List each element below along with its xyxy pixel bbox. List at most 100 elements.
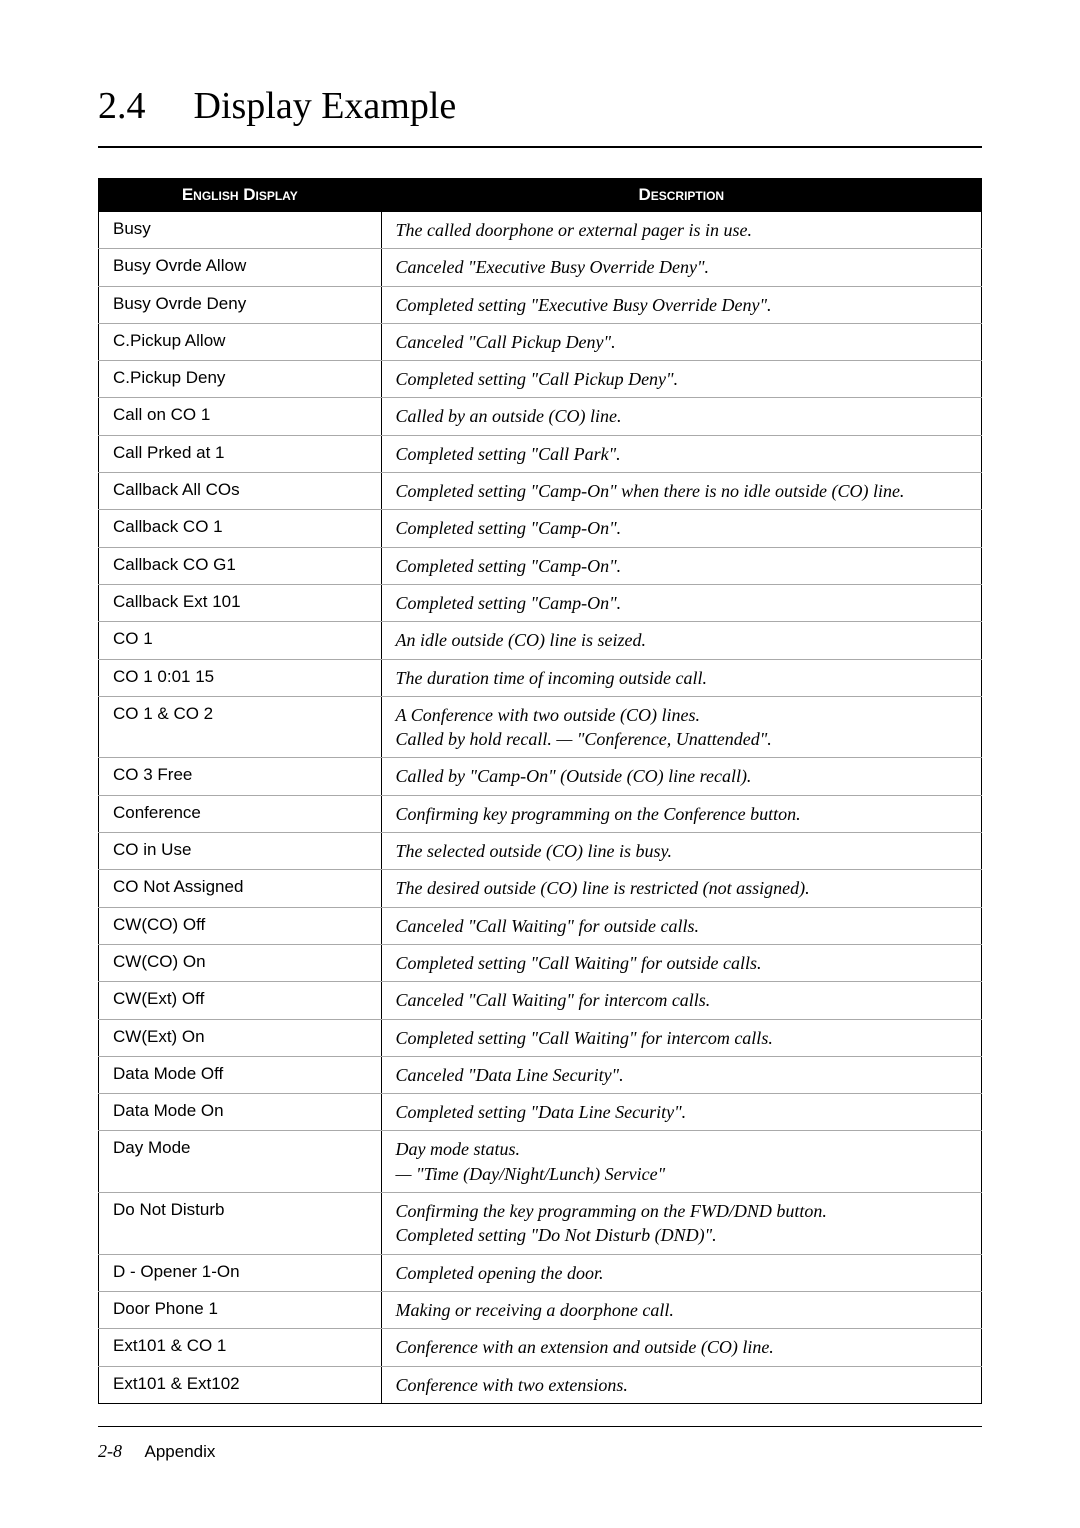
description-cell: Completed setting "Camp-On". bbox=[381, 510, 981, 547]
english-display-cell: CW(CO) On bbox=[99, 944, 382, 981]
table-row: Call on CO 1Called by an outside (CO) li… bbox=[99, 398, 982, 435]
table-row: Ext101 & CO 1Conference with an extensio… bbox=[99, 1329, 982, 1366]
english-display-cell: Day Mode bbox=[99, 1131, 382, 1193]
page-number: 2-8 bbox=[98, 1441, 122, 1461]
english-display-cell: C.Pickup Allow bbox=[99, 323, 382, 360]
english-display-cell: CO 1 & CO 2 bbox=[99, 696, 382, 758]
description-cell: Making or receiving a doorphone call. bbox=[381, 1291, 981, 1328]
table-row: Do Not DisturbConfirming the key program… bbox=[99, 1193, 982, 1255]
description-cell: Completed setting "Executive Busy Overri… bbox=[381, 286, 981, 323]
description-cell: A Conference with two outside (CO) lines… bbox=[381, 696, 981, 758]
english-display-cell: Callback CO G1 bbox=[99, 547, 382, 584]
english-display-cell: Conference bbox=[99, 795, 382, 832]
english-display-cell: CO Not Assigned bbox=[99, 870, 382, 907]
description-cell: Completed setting "Call Waiting" for int… bbox=[381, 1019, 981, 1056]
table-row: C.Pickup DenyCompleted setting "Call Pic… bbox=[99, 361, 982, 398]
table-row: Data Mode OffCanceled "Data Line Securit… bbox=[99, 1056, 982, 1093]
description-cell: Completed setting "Camp-On". bbox=[381, 584, 981, 621]
english-display-cell: Call Prked at 1 bbox=[99, 435, 382, 472]
english-display-cell: Door Phone 1 bbox=[99, 1291, 382, 1328]
section-heading: 2.4 Display Example bbox=[98, 84, 982, 128]
english-display-cell: C.Pickup Deny bbox=[99, 361, 382, 398]
description-cell: The desired outside (CO) line is restric… bbox=[381, 870, 981, 907]
table-row: CO 1An idle outside (CO) line is seized. bbox=[99, 622, 982, 659]
table-row: Callback CO 1Completed setting "Camp-On"… bbox=[99, 510, 982, 547]
english-display-cell: Busy Ovrde Allow bbox=[99, 249, 382, 286]
description-cell: Day mode status.— "Time (Day/Night/Lunch… bbox=[381, 1131, 981, 1193]
english-display-cell: CW(CO) Off bbox=[99, 907, 382, 944]
english-display-cell: CO in Use bbox=[99, 833, 382, 870]
section-number: 2.4 bbox=[98, 84, 146, 128]
english-display-cell: Callback CO 1 bbox=[99, 510, 382, 547]
description-cell: The duration time of incoming outside ca… bbox=[381, 659, 981, 696]
english-display-cell: CO 1 0:01 15 bbox=[99, 659, 382, 696]
table-row: Busy Ovrde AllowCanceled "Executive Busy… bbox=[99, 249, 982, 286]
table-row: Callback All COsCompleted setting "Camp-… bbox=[99, 473, 982, 510]
table-row: CW(Ext) OffCanceled "Call Waiting" for i… bbox=[99, 982, 982, 1019]
description-cell: Called by an outside (CO) line. bbox=[381, 398, 981, 435]
table-row: ConferenceConfirming key programming on … bbox=[99, 795, 982, 832]
table-row: D - Opener 1-OnCompleted opening the doo… bbox=[99, 1254, 982, 1291]
english-display-cell: CO 3 Free bbox=[99, 758, 382, 795]
description-cell: An idle outside (CO) line is seized. bbox=[381, 622, 981, 659]
description-cell: Conference with an extension and outside… bbox=[381, 1329, 981, 1366]
english-display-cell: D - Opener 1-On bbox=[99, 1254, 382, 1291]
description-cell: Confirming key programming on the Confer… bbox=[381, 795, 981, 832]
description-cell: Completed setting "Data Line Security". bbox=[381, 1094, 981, 1131]
table-row: Callback Ext 101Completed setting "Camp-… bbox=[99, 584, 982, 621]
english-display-cell: Ext101 & Ext102 bbox=[99, 1366, 382, 1403]
description-cell: Conference with two extensions. bbox=[381, 1366, 981, 1403]
description-cell: Canceled "Executive Busy Override Deny". bbox=[381, 249, 981, 286]
english-display-cell: Ext101 & CO 1 bbox=[99, 1329, 382, 1366]
description-cell: The called doorphone or external pager i… bbox=[381, 212, 981, 249]
description-cell: Completed setting "Camp-On". bbox=[381, 547, 981, 584]
english-display-cell: CO 1 bbox=[99, 622, 382, 659]
table-row: CO Not AssignedThe desired outside (CO) … bbox=[99, 870, 982, 907]
table-header-description: Description bbox=[381, 179, 981, 212]
english-display-cell: Busy Ovrde Deny bbox=[99, 286, 382, 323]
table-row: Day ModeDay mode status.— "Time (Day/Nig… bbox=[99, 1131, 982, 1193]
description-cell: Completed opening the door. bbox=[381, 1254, 981, 1291]
heading-rule bbox=[98, 146, 982, 148]
english-display-cell: Callback All COs bbox=[99, 473, 382, 510]
table-row: C.Pickup AllowCanceled "Call Pickup Deny… bbox=[99, 323, 982, 360]
footer-label: Appendix bbox=[145, 1442, 216, 1461]
table-row: CW(CO) OffCanceled "Call Waiting" for ou… bbox=[99, 907, 982, 944]
description-cell: Canceled "Call Pickup Deny". bbox=[381, 323, 981, 360]
description-cell: Canceled "Call Waiting" for intercom cal… bbox=[381, 982, 981, 1019]
english-display-cell: CW(Ext) Off bbox=[99, 982, 382, 1019]
description-cell: Canceled "Call Waiting" for outside call… bbox=[381, 907, 981, 944]
description-cell: Called by "Camp-On" (Outside (CO) line r… bbox=[381, 758, 981, 795]
description-cell: Confirming the key programming on the FW… bbox=[381, 1193, 981, 1255]
table-row: Data Mode OnCompleted setting "Data Line… bbox=[99, 1094, 982, 1131]
english-display-cell: Data Mode Off bbox=[99, 1056, 382, 1093]
table-row: CO 1 & CO 2A Conference with two outside… bbox=[99, 696, 982, 758]
english-display-cell: Do Not Disturb bbox=[99, 1193, 382, 1255]
table-row: Door Phone 1Making or receiving a doorph… bbox=[99, 1291, 982, 1328]
table-row: Ext101 & Ext102Conference with two exten… bbox=[99, 1366, 982, 1403]
english-display-cell: Data Mode On bbox=[99, 1094, 382, 1131]
table-row: BusyThe called doorphone or external pag… bbox=[99, 212, 982, 249]
description-cell: Canceled "Data Line Security". bbox=[381, 1056, 981, 1093]
table-row: CO in UseThe selected outside (CO) line … bbox=[99, 833, 982, 870]
table-row: CO 1 0:01 15The duration time of incomin… bbox=[99, 659, 982, 696]
table-row: Call Prked at 1Completed setting "Call P… bbox=[99, 435, 982, 472]
description-cell: Completed setting "Call Park". bbox=[381, 435, 981, 472]
english-display-cell: Busy bbox=[99, 212, 382, 249]
description-cell: Completed setting "Call Waiting" for out… bbox=[381, 944, 981, 981]
table-row: Busy Ovrde DenyCompleted setting "Execut… bbox=[99, 286, 982, 323]
display-table: English Display Description BusyThe call… bbox=[98, 178, 982, 1404]
table-row: Callback CO G1Completed setting "Camp-On… bbox=[99, 547, 982, 584]
table-header-english: English Display bbox=[99, 179, 382, 212]
page-footer: 2-8 Appendix bbox=[98, 1441, 982, 1462]
table-row: CW(CO) OnCompleted setting "Call Waiting… bbox=[99, 944, 982, 981]
section-title: Display Example bbox=[194, 84, 457, 128]
table-row: CO 3 FreeCalled by "Camp-On" (Outside (C… bbox=[99, 758, 982, 795]
description-cell: Completed setting "Camp-On" when there i… bbox=[381, 473, 981, 510]
description-cell: The selected outside (CO) line is busy. bbox=[381, 833, 981, 870]
description-cell: Completed setting "Call Pickup Deny". bbox=[381, 361, 981, 398]
table-row: CW(Ext) OnCompleted setting "Call Waitin… bbox=[99, 1019, 982, 1056]
english-display-cell: Call on CO 1 bbox=[99, 398, 382, 435]
english-display-cell: Callback Ext 101 bbox=[99, 584, 382, 621]
english-display-cell: CW(Ext) On bbox=[99, 1019, 382, 1056]
